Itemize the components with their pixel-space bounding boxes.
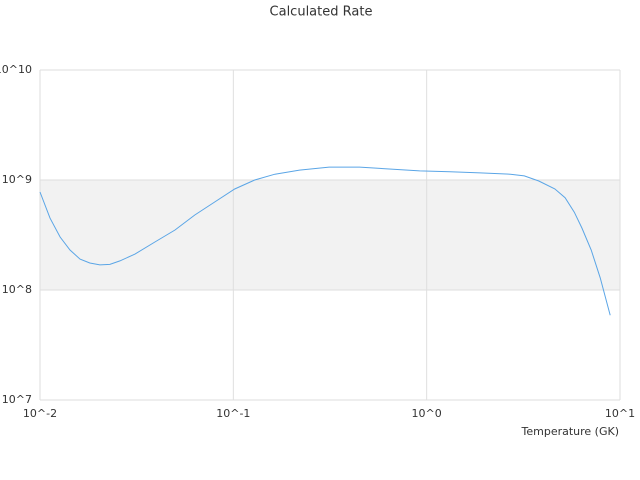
- x-tick-label: 10^-1: [216, 407, 250, 420]
- y-tick-label: 10^10: [0, 63, 32, 76]
- y-tick-label: 10^8: [2, 283, 32, 296]
- line: [39, 166, 611, 316]
- grid-band: [40, 180, 620, 290]
- chart-title: Calculated Rate: [270, 5, 373, 20]
- x-tick-label: 10^-2: [23, 407, 57, 420]
- x-tick-label: 10^1: [605, 407, 635, 420]
- x-tick-label: 10^0: [412, 407, 442, 420]
- y-tick-label: 10^7: [2, 393, 32, 406]
- y-tick-label: 10^9: [2, 173, 32, 186]
- x-axis-label: Temperature (GK): [521, 425, 620, 438]
